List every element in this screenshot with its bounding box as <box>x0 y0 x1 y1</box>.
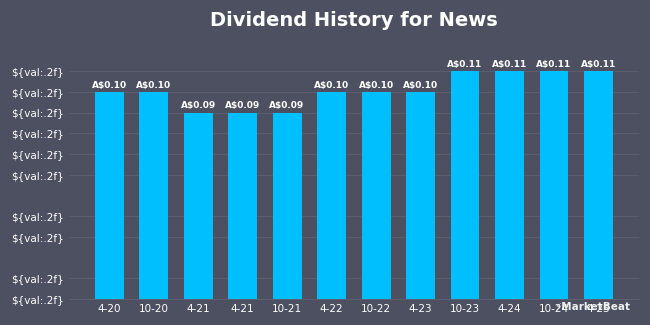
Bar <box>406 92 435 299</box>
Bar <box>95 92 124 299</box>
Bar <box>228 112 257 299</box>
Text: A$0.10: A$0.10 <box>314 81 349 90</box>
Text: A$0.11: A$0.11 <box>581 60 616 69</box>
Text: A$0.09: A$0.09 <box>225 101 260 111</box>
Bar <box>450 71 480 299</box>
Bar <box>272 112 302 299</box>
Text: A$0.10: A$0.10 <box>136 81 171 90</box>
Text: A$0.10: A$0.10 <box>359 81 394 90</box>
Text: A$0.09: A$0.09 <box>181 101 216 111</box>
Text: A$0.09: A$0.09 <box>270 101 305 111</box>
Bar <box>317 92 346 299</box>
Title: Dividend History for News: Dividend History for News <box>210 11 498 30</box>
Text: A$0.10: A$0.10 <box>92 81 127 90</box>
Bar <box>495 71 524 299</box>
Bar <box>183 112 213 299</box>
Bar <box>584 71 613 299</box>
Bar <box>540 71 569 299</box>
Bar <box>361 92 391 299</box>
Text: A$0.10: A$0.10 <box>403 81 438 90</box>
Bar <box>139 92 168 299</box>
Text: A$0.11: A$0.11 <box>447 60 483 69</box>
Text: A$0.11: A$0.11 <box>536 60 571 69</box>
Text: ⚡MarketBeat: ⚡MarketBeat <box>554 302 630 312</box>
Text: A$0.11: A$0.11 <box>492 60 527 69</box>
